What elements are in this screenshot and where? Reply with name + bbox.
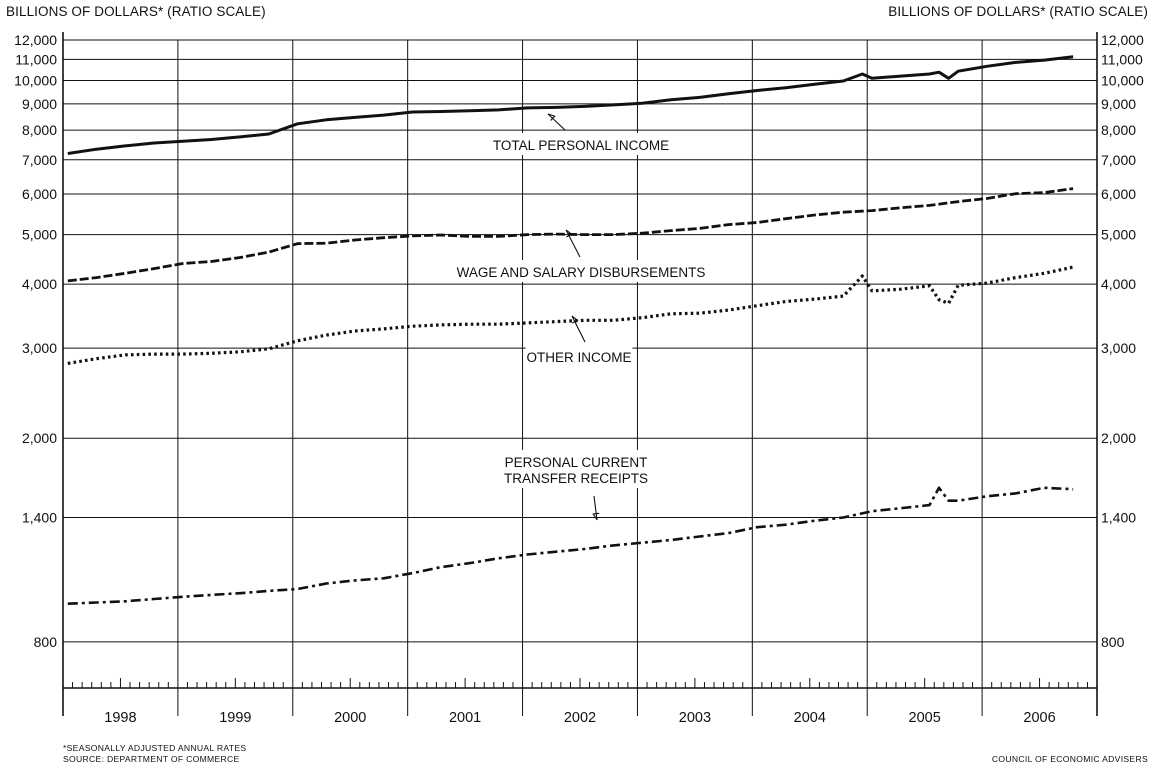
y-tick-label-left: 1,400 — [22, 509, 57, 525]
y-tick-label-left: 9,000 — [22, 96, 57, 112]
leader-line — [547, 113, 566, 131]
right-axis-title: BILLIONS OF DOLLARS* (RATIO SCALE) — [888, 4, 1148, 19]
y-tick-label-left: 12,000 — [14, 32, 57, 48]
y-tick-label-right: 6,000 — [1101, 186, 1136, 202]
x-category-label: 2004 — [794, 710, 826, 726]
y-tick-label-left: 5,000 — [22, 227, 57, 243]
y-tick-label-right: 3,000 — [1101, 340, 1136, 356]
leader-arrowhead — [592, 512, 600, 521]
y-tick-label-right: 5,000 — [1101, 227, 1136, 243]
chart-grid — [63, 39, 1097, 688]
y-tick-label-left: 3,000 — [22, 340, 57, 356]
x-category-label: 2002 — [564, 710, 596, 726]
leader-line — [565, 229, 581, 258]
x-category-label: 2005 — [909, 710, 941, 726]
y-tick-label-right: 12,000 — [1101, 32, 1144, 48]
y-tick-label-right: 9,000 — [1101, 96, 1136, 112]
y-tick-label-left: 7,000 — [22, 152, 57, 168]
y-tick-label-left: 10,000 — [14, 73, 57, 89]
series-label-backing — [493, 133, 669, 155]
chart-labels: 800 800 1,400 1,400 2,000 2,000 3,000 3,000 4,00… — [14, 32, 1144, 726]
y-tick-label-right: 2,000 — [1101, 430, 1136, 446]
chart-series — [67, 55, 1074, 605]
x-category-label: 2001 — [449, 710, 481, 726]
y-tick-label-left: 800 — [34, 634, 58, 650]
y-tick-label-right: 7,000 — [1101, 152, 1136, 168]
series-label-backing — [503, 450, 649, 488]
y-tick-label-left: 4,000 — [22, 276, 57, 292]
series-line-total-personal-income — [67, 55, 1074, 155]
leader-arrowhead — [565, 229, 573, 238]
leader-arrowhead — [547, 113, 556, 121]
series-label-wage-and-salary-disbursements: WAGE AND SALARY DISBURSEMENTS — [457, 265, 706, 280]
x-category-label: 2006 — [1023, 710, 1055, 726]
leader-line — [593, 495, 598, 521]
series-label-total-personal-income: TOTAL PERSONAL INCOME — [493, 138, 669, 153]
y-tick-label-right: 11,000 — [1101, 51, 1143, 67]
left-axis-title: BILLIONS OF DOLLARS* (RATIO SCALE) — [6, 4, 266, 19]
y-tick-label-left: 6,000 — [22, 186, 57, 202]
series-label-personal-current-transfer-receipts: PERSONAL CURRENT — [505, 455, 648, 470]
series-line-personal-current-transfer-receipts — [67, 486, 1074, 605]
y-tick-label-left: 2,000 — [22, 430, 57, 446]
series-label-other-income: OTHER INCOME — [526, 350, 631, 365]
footnote: *SEASONALLY ADJUSTED ANNUAL RATES — [63, 743, 247, 753]
y-tick-label-right: 800 — [1101, 634, 1125, 650]
x-category-label: 2000 — [334, 710, 366, 726]
y-tick-label-left: 8,000 — [22, 122, 57, 138]
y-tick-label-right: 1,400 — [1101, 509, 1136, 525]
leader-line — [571, 315, 586, 343]
y-tick-label-right: 8,000 — [1101, 122, 1136, 138]
x-category-label: 2003 — [679, 710, 711, 726]
y-tick-label-left: 11,000 — [15, 51, 57, 67]
series-label-backing — [525, 345, 633, 367]
y-tick-label-right: 10,000 — [1101, 73, 1144, 89]
y-tick-label-right: 4,000 — [1101, 276, 1136, 292]
chart-axes — [62, 32, 1098, 716]
series-label-personal-current-transfer-receipts: TRANSFER RECEIPTS — [504, 471, 648, 486]
series-line-other-income — [67, 265, 1074, 365]
x-category-label: 1998 — [104, 710, 136, 726]
credit-note: COUNCIL OF ECONOMIC ADVISERS — [991, 754, 1148, 764]
series-label-backing — [463, 260, 699, 282]
x-category-label: 1999 — [219, 710, 251, 726]
leader-arrowhead — [571, 315, 579, 324]
source-note: SOURCE: DEPARTMENT OF COMMERCE — [63, 754, 240, 764]
